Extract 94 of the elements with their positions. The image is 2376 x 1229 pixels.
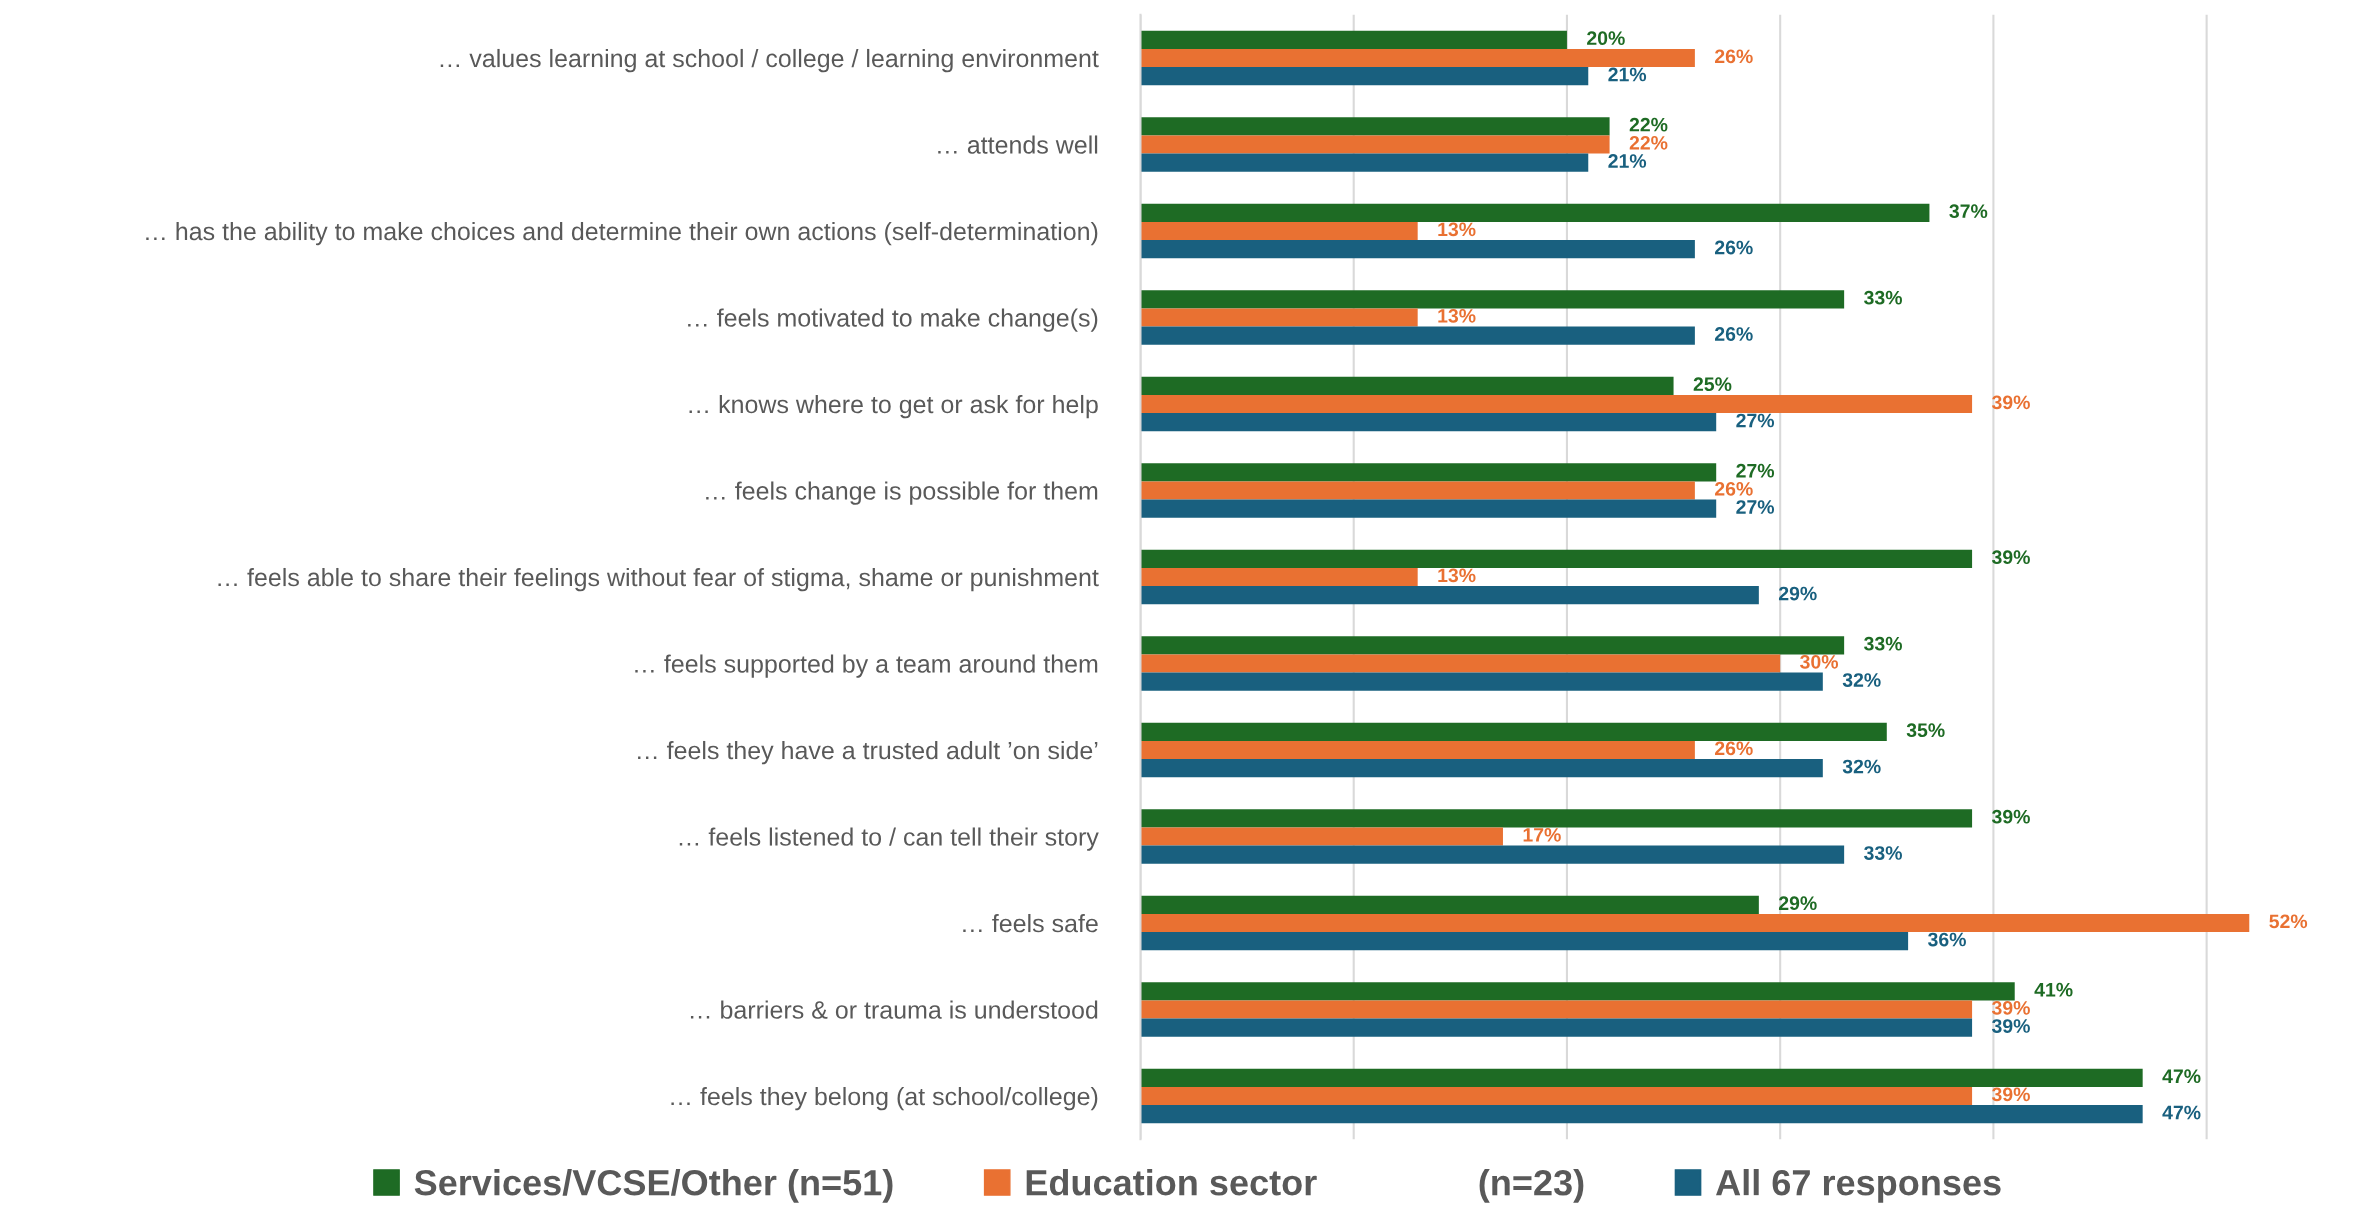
bar	[1140, 759, 1823, 778]
bar	[1140, 326, 1695, 345]
bar	[1140, 413, 1717, 432]
data-label: 26%	[1715, 327, 1753, 341]
y-tick-label: … feels able to share their feelings without fear of stigma, shame or punishment	[218, 567, 1099, 592]
data-label: 47%	[2162, 1105, 2201, 1120]
data-label: 29%	[1778, 586, 1817, 601]
bar	[1140, 809, 1973, 828]
y-tick-label: … feels listened to / can tell their story	[679, 827, 1099, 851]
data-label: 32%	[1842, 759, 1881, 774]
bar	[1140, 117, 1610, 136]
data-label: 26%	[1715, 240, 1753, 255]
data-label: 22%	[1629, 117, 1668, 132]
data-label: 27%	[1736, 500, 1775, 514]
data-label: 39%	[1991, 809, 2030, 824]
bar	[1140, 636, 1845, 655]
bar	[1140, 135, 1610, 154]
legend-label: All 67 responses	[1716, 1168, 2001, 1203]
bar	[1140, 203, 1930, 222]
bar	[1140, 1105, 2143, 1124]
bar	[1140, 722, 1887, 741]
bar	[1140, 1018, 1973, 1037]
bar	[1140, 67, 1589, 86]
data-label: 30%	[1800, 654, 1839, 669]
data-label: 27%	[1736, 463, 1775, 478]
bar	[1140, 376, 1674, 395]
bar	[1140, 290, 1845, 309]
bar	[1140, 463, 1717, 482]
y-tick-label: … feels they have a trusted adult ’on side’	[638, 740, 1098, 765]
y-tick-label: … feels supported by a team around them	[635, 654, 1098, 678]
bar	[1140, 308, 1418, 327]
data-label: 17%	[1523, 828, 1561, 842]
data-label: 32%	[1842, 673, 1881, 687]
data-label: 33%	[1864, 290, 1902, 305]
data-label: 36%	[1928, 932, 1966, 947]
bar	[1140, 982, 2015, 1001]
y-tick-label: … feels change is possible for them	[706, 481, 1098, 505]
bar	[1140, 895, 1759, 914]
y-tick-label: … has the ability to make choices and determine their own actions (self-determination)	[146, 221, 1098, 246]
bar	[1140, 672, 1823, 691]
bar	[1140, 240, 1695, 259]
data-label: 33%	[1864, 636, 1902, 651]
data-label: 26%	[1715, 481, 1753, 496]
y-tick-label: … barriers & or trauma is understood	[690, 1000, 1098, 1019]
data-label: 29%	[1778, 896, 1817, 911]
legend-label: Services/VCSE/Other (n=51)	[414, 1168, 893, 1203]
data-label: 39%	[1991, 395, 2030, 410]
bar	[1140, 567, 1418, 587]
bar	[1140, 394, 1973, 414]
bar	[1140, 654, 1781, 673]
y-tick-label: … feels they belong (at school/college)	[671, 1086, 1098, 1111]
data-label: 52%	[2269, 914, 2308, 929]
y-tick-label: … knows where to get or ask for help	[689, 394, 1098, 419]
y-tick-label: … feels safe	[963, 913, 1098, 933]
bar	[1140, 153, 1589, 172]
bar	[1140, 549, 1973, 568]
data-label: 33%	[1864, 846, 1902, 860]
bar	[1140, 481, 1695, 500]
data-label: 27%	[1736, 413, 1775, 428]
data-label: 25%	[1693, 377, 1732, 392]
bar	[1140, 845, 1845, 864]
y-tick-label: … values learning at school / college / learning environment	[440, 48, 1099, 73]
bar	[1140, 586, 1759, 605]
data-label: 26%	[1715, 741, 1753, 756]
data-label: 20%	[1587, 31, 1625, 46]
data-label: 37%	[1949, 204, 1988, 219]
bar	[1140, 48, 1695, 68]
bar	[1140, 740, 1695, 760]
data-label: 41%	[2034, 982, 2073, 997]
bar	[1140, 499, 1717, 518]
bar	[1140, 1086, 1973, 1106]
data-label: 13%	[1438, 308, 1476, 323]
data-label: 39%	[1991, 1000, 2030, 1015]
bar	[1140, 1068, 2143, 1087]
data-label: 21%	[1608, 154, 1647, 168]
bar	[1140, 913, 2250, 933]
data-label: 47%	[2162, 1069, 2201, 1084]
bar	[1140, 221, 1418, 241]
data-label: 13%	[1438, 222, 1476, 237]
legend-label: Education sector (n=23)	[1026, 1168, 1584, 1203]
data-label: 39%	[1991, 550, 2030, 565]
data-label: 22%	[1629, 135, 1668, 150]
bar	[1140, 827, 1503, 846]
data-label: 35%	[1906, 723, 1945, 738]
data-label: 39%	[1991, 1087, 2030, 1102]
data-label: 26%	[1715, 49, 1753, 64]
y-tick-label: … attends well	[938, 135, 1098, 154]
y-tick-label: … feels motivated to make change(s)	[688, 308, 1098, 332]
data-label: 13%	[1438, 568, 1476, 583]
data-label: 39%	[1991, 1019, 2030, 1033]
data-label: 21%	[1608, 67, 1647, 82]
bar	[1140, 30, 1567, 49]
bar	[1140, 932, 1909, 951]
bar	[1140, 1000, 1973, 1019]
